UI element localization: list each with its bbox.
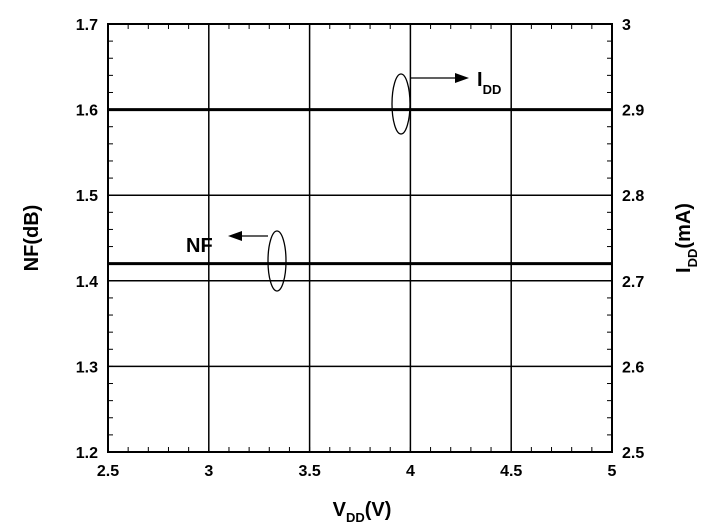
idd-arrowhead: [455, 73, 469, 83]
nf-annotation: NF: [186, 230, 287, 292]
x-axis-label: VDD(V): [333, 499, 392, 525]
right-y-tick-label-1: 2.6: [622, 359, 644, 376]
left-y-tick-label-0: 1.2: [76, 445, 98, 462]
plot-frame: [107, 23, 613, 453]
right-y-tick-label-3: 2.8: [622, 188, 644, 205]
minor-ticks: [107, 23, 613, 453]
left-y-tick-label-5: 1.7: [76, 17, 98, 34]
left-y-tick-label-3: 1.5: [76, 188, 98, 205]
grid-lines: [107, 23, 613, 453]
x-tick-label-0: 2.5: [97, 463, 119, 480]
x-tick-label-3: 4: [406, 463, 415, 480]
nf-annotation-label: NF: [186, 235, 213, 257]
idd-annotation-label: IDD: [477, 69, 501, 97]
right-y-tick-label-0: 2.5: [622, 445, 644, 462]
idd-annotation: IDD: [391, 69, 501, 135]
nf-ellipse: [267, 230, 287, 292]
idd-ellipse: [391, 73, 411, 135]
left-y-tick-label-4: 1.6: [76, 103, 98, 120]
right-y-tick-label-4: 2.9: [622, 103, 644, 120]
left-y-tick-label-1: 1.3: [76, 359, 98, 376]
x-tick-label-4: 4.5: [500, 463, 522, 480]
left-y-tick-label-2: 1.4: [76, 274, 98, 291]
x-tick-label-1: 3: [204, 463, 213, 480]
series-lines: [108, 108, 612, 266]
left-y-axis-label: NF(dB): [21, 205, 43, 272]
nf-arrowhead: [228, 231, 242, 241]
right-y-tick-label-5: 3: [622, 17, 631, 34]
x-tick-label-2: 3.5: [298, 463, 320, 480]
right-y-axis-label: IDD(mA): [673, 203, 700, 273]
x-tick-label-5: 5: [608, 463, 617, 480]
right-y-tick-label-2: 2.7: [622, 274, 644, 291]
tick-labels: 2.5 3 3.5 4 4.5 5 1.2 1.3 1.4 1.5 1.6 1.7 2.5 2.6 2.7 2…: [76, 17, 645, 480]
